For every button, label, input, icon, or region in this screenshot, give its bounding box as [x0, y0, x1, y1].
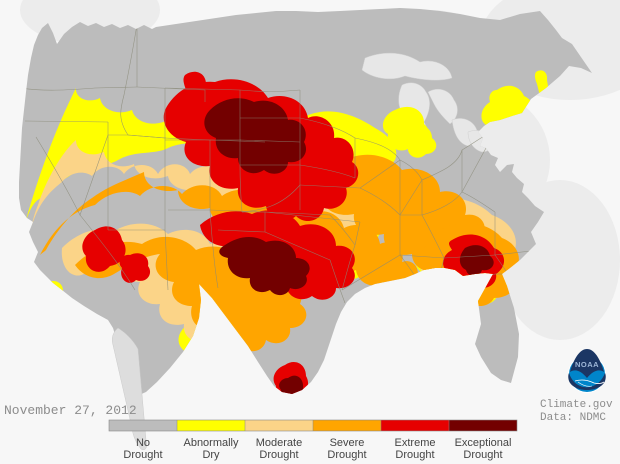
svg-text:Severe: Severe: [330, 437, 365, 449]
svg-text:No: No: [136, 437, 150, 449]
svg-text:Drought: Drought: [259, 449, 298, 461]
svg-text:Drought: Drought: [463, 449, 502, 461]
svg-text:Dry: Dry: [202, 449, 220, 461]
svg-text:Abnormally: Abnormally: [183, 437, 239, 449]
svg-text:Climate.gov: Climate.gov: [540, 399, 613, 411]
svg-text:Drought: Drought: [123, 449, 162, 461]
svg-text:NOAA: NOAA: [575, 360, 599, 369]
svg-text:Exceptional: Exceptional: [455, 437, 512, 449]
svg-text:Moderate: Moderate: [256, 437, 302, 449]
svg-text:Drought: Drought: [395, 449, 434, 461]
svg-text:November 27, 2012: November 27, 2012: [4, 403, 137, 418]
svg-text:Data: NDMC: Data: NDMC: [540, 412, 606, 424]
svg-text:Drought: Drought: [327, 449, 366, 461]
svg-text:Extreme: Extreme: [395, 437, 436, 449]
